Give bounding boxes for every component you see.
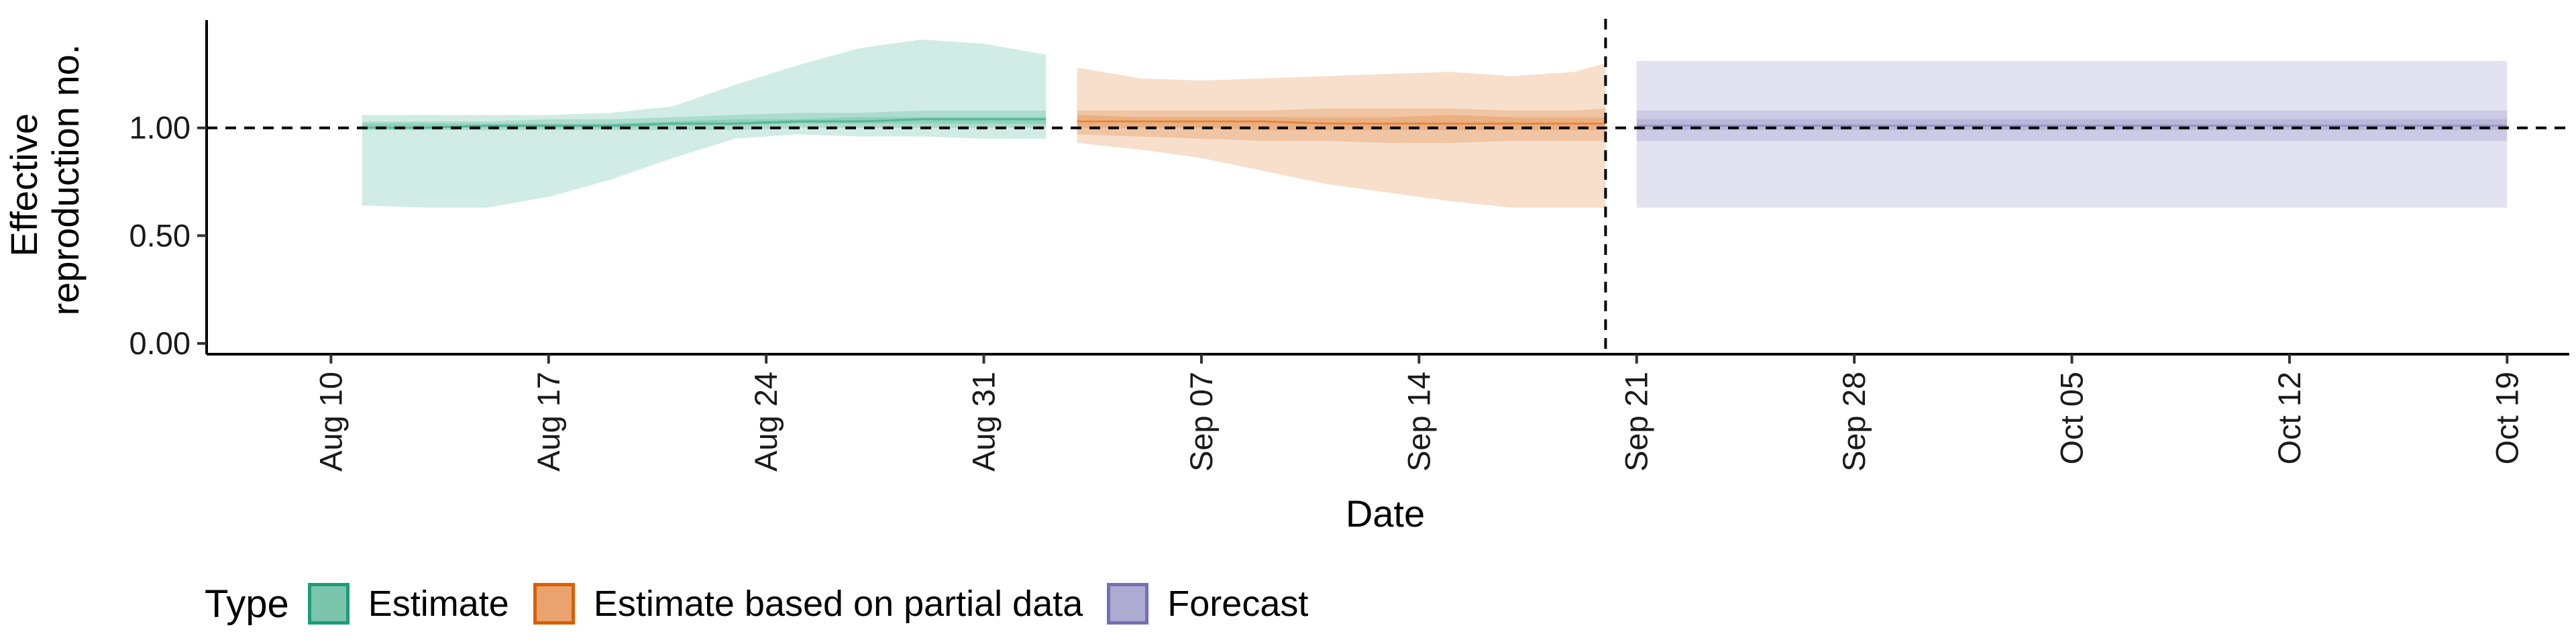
x-axis-title: Date <box>1346 492 1425 535</box>
median-line-estimate <box>362 118 1046 129</box>
median-lines <box>362 118 2508 129</box>
y-tick-label: 0.00 <box>129 325 191 361</box>
x-tick-label: Aug 17 <box>531 372 566 472</box>
x-tick-label: Sep 28 <box>1836 372 1872 472</box>
band-20-estimate-based-on-partial-data <box>1077 115 1606 130</box>
axes <box>205 20 2569 356</box>
x-tick-label: Sep 14 <box>1401 372 1436 472</box>
band-20-forecast <box>1636 119 2508 130</box>
x-tick-label: Aug 10 <box>313 372 348 472</box>
y-tick-label: 1.00 <box>129 110 191 146</box>
y-axis-title: Effective reproduction no. <box>3 44 87 316</box>
band-90-forecast <box>1636 61 2508 208</box>
y-axis-title-line-1: Effective <box>3 113 45 257</box>
legend-swatch-forecast <box>1107 583 1149 625</box>
x-tick-label: Oct 12 <box>2271 372 2307 464</box>
y-tick-label: 0.50 <box>129 217 191 253</box>
legend-item-estimate: Estimate <box>307 583 509 625</box>
legend-title: Type <box>205 582 289 626</box>
legend: Type Estimate Estimate based on partial … <box>205 574 1332 634</box>
legend-swatch-estimate <box>307 583 350 625</box>
y-ticks: 0.00 0.50 1.00 <box>129 110 207 361</box>
band-90-estimate-based-on-partial-data <box>1077 63 1606 208</box>
x-tick-label: Oct 05 <box>2054 372 2090 464</box>
legend-label-estimate: Estimate <box>368 584 509 624</box>
band-50-estimate-based-on-partial-data <box>1077 108 1606 144</box>
x-tick-label: Aug 24 <box>748 372 784 472</box>
legend-label-partial-estimate: Estimate based on partial data <box>593 584 1083 624</box>
x-tick-label: Sep 21 <box>1619 372 1654 472</box>
legend-swatch-partial-estimate <box>533 583 575 625</box>
x-ticks: Aug 10 Aug 17 Aug 24 Aug 31 Sep 07 Sep 14 Sep … <box>313 354 2524 472</box>
legend-label-forecast: Forecast <box>1167 584 1309 624</box>
y-axis-title-line-2: reproduction no. <box>44 44 87 316</box>
x-tick-label: Oct 19 <box>2489 372 2524 464</box>
credible-interval-bands <box>362 39 2508 208</box>
legend-item-forecast: Forecast <box>1107 583 1308 625</box>
x-tick-label: Aug 31 <box>966 372 1002 472</box>
median-line-estimate-based-on-partial-data <box>1077 120 1606 125</box>
legend-item-partial-estimate: Estimate based on partial data <box>533 583 1083 625</box>
x-tick-label: Sep 07 <box>1183 372 1219 472</box>
